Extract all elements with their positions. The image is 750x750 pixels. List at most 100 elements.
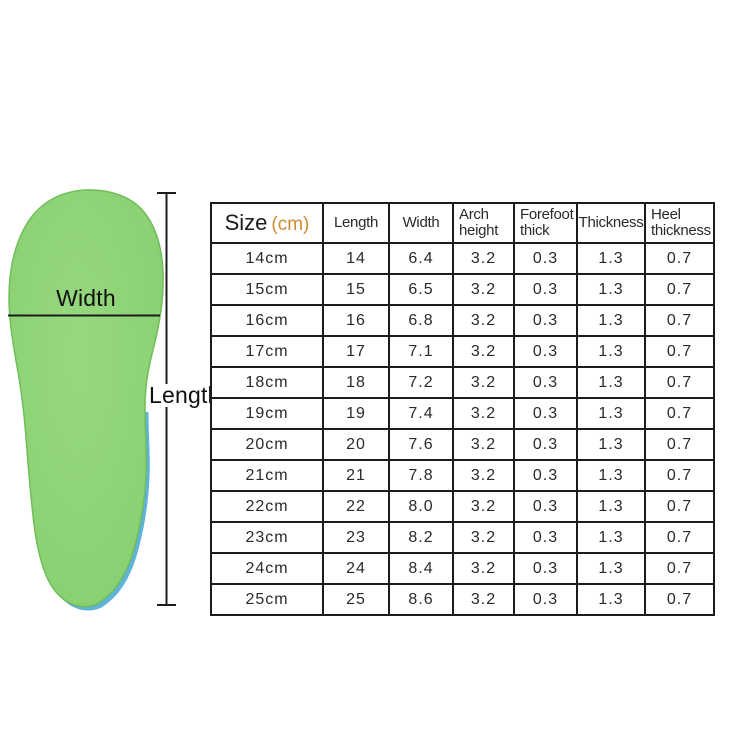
cell-length: 23 bbox=[322, 521, 390, 554]
cell-length: 21 bbox=[322, 459, 390, 492]
cell-heel-thickness: 0.7 bbox=[644, 273, 715, 306]
cell-arch-height: 3.2 bbox=[452, 552, 515, 585]
column-header-thickness: Thickness bbox=[576, 202, 646, 244]
column-header-forefoot-thick: Forefoot thick bbox=[513, 202, 578, 244]
table-row: 16cm 16 6.8 3.2 0.3 1.3 0.7 bbox=[210, 304, 715, 337]
cell-thickness: 1.3 bbox=[576, 552, 646, 585]
cell-arch-height: 3.2 bbox=[452, 583, 515, 616]
cell-thickness: 1.3 bbox=[576, 335, 646, 368]
cell-forefoot-thick: 0.3 bbox=[513, 366, 578, 399]
cell-thickness: 1.3 bbox=[576, 521, 646, 554]
cell-thickness: 1.3 bbox=[576, 242, 646, 275]
cell-heel-thickness: 0.7 bbox=[644, 242, 715, 275]
cell-heel-thickness: 0.7 bbox=[644, 304, 715, 337]
column-header-heel-thickness: Heel thickness bbox=[644, 202, 715, 244]
cell-forefoot-thick: 0.3 bbox=[513, 273, 578, 306]
column-header-width: Width bbox=[388, 202, 454, 244]
cell-thickness: 1.3 bbox=[576, 397, 646, 430]
cell-arch-height: 3.2 bbox=[452, 242, 515, 275]
insole-shape bbox=[8, 189, 164, 608]
cell-length: 16 bbox=[322, 304, 390, 337]
cell-width: 8.4 bbox=[388, 552, 454, 585]
cell-size: 21cm bbox=[210, 459, 324, 492]
column-header-arch-height: Arch height bbox=[452, 202, 515, 244]
cell-size: 14cm bbox=[210, 242, 324, 275]
cell-width: 8.6 bbox=[388, 583, 454, 616]
cell-size: 23cm bbox=[210, 521, 324, 554]
cell-arch-height: 3.2 bbox=[452, 273, 515, 306]
cell-arch-height: 3.2 bbox=[452, 304, 515, 337]
width-dimension-label: Width bbox=[56, 285, 116, 311]
cell-thickness: 1.3 bbox=[576, 428, 646, 461]
cell-size: 25cm bbox=[210, 583, 324, 616]
table-row: 25cm 25 8.6 3.2 0.3 1.3 0.7 bbox=[210, 583, 715, 616]
table-row: 24cm 24 8.4 3.2 0.3 1.3 0.7 bbox=[210, 552, 715, 585]
cell-width: 7.1 bbox=[388, 335, 454, 368]
cell-size: 19cm bbox=[210, 397, 324, 430]
cell-arch-height: 3.2 bbox=[452, 366, 515, 399]
table-row: 20cm 20 7.6 3.2 0.3 1.3 0.7 bbox=[210, 428, 715, 461]
cell-thickness: 1.3 bbox=[576, 304, 646, 337]
cell-width: 6.8 bbox=[388, 304, 454, 337]
cell-length: 20 bbox=[322, 428, 390, 461]
cell-forefoot-thick: 0.3 bbox=[513, 428, 578, 461]
cell-size: 20cm bbox=[210, 428, 324, 461]
cell-width: 8.0 bbox=[388, 490, 454, 523]
cell-forefoot-thick: 0.3 bbox=[513, 583, 578, 616]
cell-arch-height: 3.2 bbox=[452, 335, 515, 368]
cell-width: 6.5 bbox=[388, 273, 454, 306]
cell-thickness: 1.3 bbox=[576, 366, 646, 399]
cell-thickness: 1.3 bbox=[576, 273, 646, 306]
cell-forefoot-thick: 0.3 bbox=[513, 459, 578, 492]
table-row: 19cm 19 7.4 3.2 0.3 1.3 0.7 bbox=[210, 397, 715, 430]
cell-width: 8.2 bbox=[388, 521, 454, 554]
column-header-length: Length bbox=[322, 202, 390, 244]
cell-heel-thickness: 0.7 bbox=[644, 521, 715, 554]
cell-width: 7.8 bbox=[388, 459, 454, 492]
size-unit-label: (cm) bbox=[271, 213, 310, 235]
cell-heel-thickness: 0.7 bbox=[644, 397, 715, 430]
table-row: 23cm 23 8.2 3.2 0.3 1.3 0.7 bbox=[210, 521, 715, 554]
cell-arch-height: 3.2 bbox=[452, 428, 515, 461]
cell-thickness: 1.3 bbox=[576, 459, 646, 492]
cell-length: 19 bbox=[322, 397, 390, 430]
cell-forefoot-thick: 0.3 bbox=[513, 335, 578, 368]
cell-forefoot-thick: 0.3 bbox=[513, 521, 578, 554]
cell-width: 7.4 bbox=[388, 397, 454, 430]
size-spec-table: Size (cm) Length Width Arch height Forefo… bbox=[210, 202, 715, 616]
cell-length: 25 bbox=[322, 583, 390, 616]
cell-width: 7.2 bbox=[388, 366, 454, 399]
cell-forefoot-thick: 0.3 bbox=[513, 490, 578, 523]
cell-heel-thickness: 0.7 bbox=[644, 335, 715, 368]
table-row: 22cm 22 8.0 3.2 0.3 1.3 0.7 bbox=[210, 490, 715, 523]
cell-heel-thickness: 0.7 bbox=[644, 583, 715, 616]
cell-size: 15cm bbox=[210, 273, 324, 306]
cell-length: 22 bbox=[322, 490, 390, 523]
cell-heel-thickness: 0.7 bbox=[644, 428, 715, 461]
cell-forefoot-thick: 0.3 bbox=[513, 552, 578, 585]
cell-forefoot-thick: 0.3 bbox=[513, 242, 578, 275]
cell-length: 24 bbox=[322, 552, 390, 585]
cell-size: 17cm bbox=[210, 335, 324, 368]
table-row: 21cm 21 7.8 3.2 0.3 1.3 0.7 bbox=[210, 459, 715, 492]
cell-width: 6.4 bbox=[388, 242, 454, 275]
cell-heel-thickness: 0.7 bbox=[644, 490, 715, 523]
table-header-row: Size (cm) Length Width Arch height Forefo… bbox=[210, 202, 715, 244]
table-row: 14cm 14 6.4 3.2 0.3 1.3 0.7 bbox=[210, 242, 715, 275]
column-header-size: Size (cm) bbox=[210, 202, 324, 244]
cell-arch-height: 3.2 bbox=[452, 459, 515, 492]
insole-diagram bbox=[8, 189, 176, 611]
cell-arch-height: 3.2 bbox=[452, 397, 515, 430]
table-row: 17cm 17 7.1 3.2 0.3 1.3 0.7 bbox=[210, 335, 715, 368]
cell-heel-thickness: 0.7 bbox=[644, 366, 715, 399]
cell-size: 16cm bbox=[210, 304, 324, 337]
cell-heel-thickness: 0.7 bbox=[644, 459, 715, 492]
cell-size: 22cm bbox=[210, 490, 324, 523]
cell-arch-height: 3.2 bbox=[452, 521, 515, 554]
cell-size: 18cm bbox=[210, 366, 324, 399]
cell-length: 14 bbox=[322, 242, 390, 275]
cell-length: 18 bbox=[322, 366, 390, 399]
cell-heel-thickness: 0.7 bbox=[644, 552, 715, 585]
cell-length: 15 bbox=[322, 273, 390, 306]
